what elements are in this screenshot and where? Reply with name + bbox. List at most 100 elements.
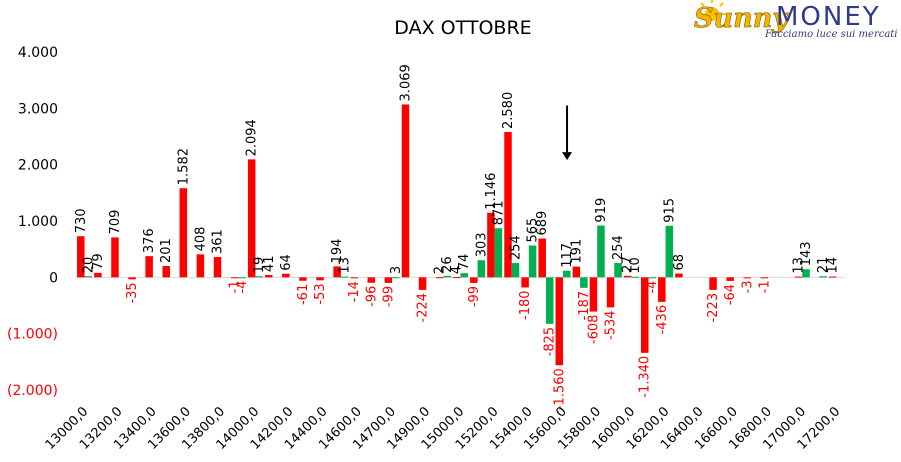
bar <box>563 270 571 278</box>
bar <box>460 273 468 278</box>
data-label: 13 <box>338 257 353 274</box>
data-label: -53 <box>313 283 328 304</box>
bar <box>726 277 734 281</box>
y-tick-label: (1.000) <box>7 327 58 343</box>
bar <box>494 228 503 278</box>
data-label: 2 <box>433 266 448 274</box>
bar <box>606 277 615 308</box>
y-tick-label: 2.000 <box>18 158 58 174</box>
bar <box>162 266 170 278</box>
data-label: 3 <box>389 266 404 274</box>
data-label: 871 <box>491 200 506 225</box>
data-label: -1.560 <box>552 368 567 410</box>
data-label: 2.580 <box>501 92 516 129</box>
annotations <box>562 105 573 161</box>
data-label: 376 <box>142 228 157 253</box>
bar <box>470 277 478 283</box>
data-label: -1 <box>757 280 772 293</box>
bar <box>282 273 290 278</box>
bar <box>521 277 529 288</box>
data-label: 27 <box>621 256 636 273</box>
bar <box>94 272 102 278</box>
bar <box>580 277 588 288</box>
bar <box>179 188 188 278</box>
bar <box>528 245 537 278</box>
data-label: 254 <box>611 235 626 260</box>
data-label: 689 <box>535 211 550 236</box>
data-label: 408 <box>193 227 208 252</box>
data-label: 709 <box>108 210 123 235</box>
bar <box>511 263 520 278</box>
logo-tagline: Facciamo luce sui mercati <box>764 29 898 40</box>
data-label: -96 <box>364 286 379 307</box>
bar <box>213 256 222 278</box>
data-label: -825 <box>543 327 558 357</box>
bar <box>247 159 256 278</box>
data-label: 1.582 <box>176 148 191 185</box>
bar <box>84 276 93 278</box>
data-label: 254 <box>509 235 524 260</box>
data-label: 919 <box>594 198 609 223</box>
arrow-head <box>562 152 573 161</box>
bar <box>802 269 810 278</box>
data-label: 64 <box>279 254 294 271</box>
bar <box>111 237 119 278</box>
bar <box>453 277 461 279</box>
data-label: 3.069 <box>398 64 413 101</box>
data-label: -180 <box>518 290 533 320</box>
bar <box>597 225 605 278</box>
bar <box>350 277 358 279</box>
bar <box>555 277 564 366</box>
bar <box>675 273 683 278</box>
data-label: 79 <box>91 253 106 270</box>
data-label: 1.146 <box>484 173 499 210</box>
data-label: -1.340 <box>638 356 653 398</box>
bar <box>648 277 656 279</box>
sun-icon <box>697 0 727 21</box>
data-label: 10 <box>628 257 643 274</box>
data-label: 303 <box>474 232 489 257</box>
data-label: 191 <box>569 239 584 264</box>
bar <box>255 276 263 278</box>
bar <box>145 256 153 278</box>
bar <box>760 277 769 279</box>
data-label: 2.094 <box>245 119 260 156</box>
bar <box>238 277 246 279</box>
bar <box>487 212 495 278</box>
bar <box>443 275 451 278</box>
bar <box>392 277 400 279</box>
y-axis: 4.000 3.000 2.000 1.000 0 (1.000) (2.000) <box>7 45 58 399</box>
bar <box>333 266 341 278</box>
data-label: -99 <box>467 286 482 307</box>
bar <box>545 277 554 324</box>
data-label: 117 <box>560 243 575 268</box>
data-label: 4 <box>450 266 465 274</box>
data-label: 21 <box>816 257 831 274</box>
data-label: 26 <box>440 256 455 273</box>
y-tick-label: (2.000) <box>7 383 58 399</box>
bar <box>623 275 632 278</box>
data-label: 14 <box>826 257 841 274</box>
x-axis: 13000,013200,013400,013600,013800,014000… <box>43 404 844 453</box>
bar <box>538 238 546 278</box>
bar <box>316 277 324 281</box>
logo-word-money: MONEY <box>776 2 881 32</box>
data-label: -1 <box>228 280 243 293</box>
bar <box>631 276 639 278</box>
y-tick-label: 0 <box>49 270 58 286</box>
data-label: 74 <box>457 254 472 271</box>
bar <box>299 277 307 281</box>
data-label: 20 <box>81 257 96 274</box>
data-label: -4 <box>235 281 250 294</box>
data-label: 565 <box>526 218 541 243</box>
data-label: 201 <box>159 238 174 263</box>
bar <box>265 275 273 278</box>
bar <box>709 277 717 290</box>
data-label: -223 <box>706 293 721 323</box>
bar <box>401 104 410 278</box>
bar <box>743 277 752 279</box>
data-label: 41 <box>262 255 277 272</box>
bar <box>418 277 427 290</box>
bar <box>435 277 444 279</box>
